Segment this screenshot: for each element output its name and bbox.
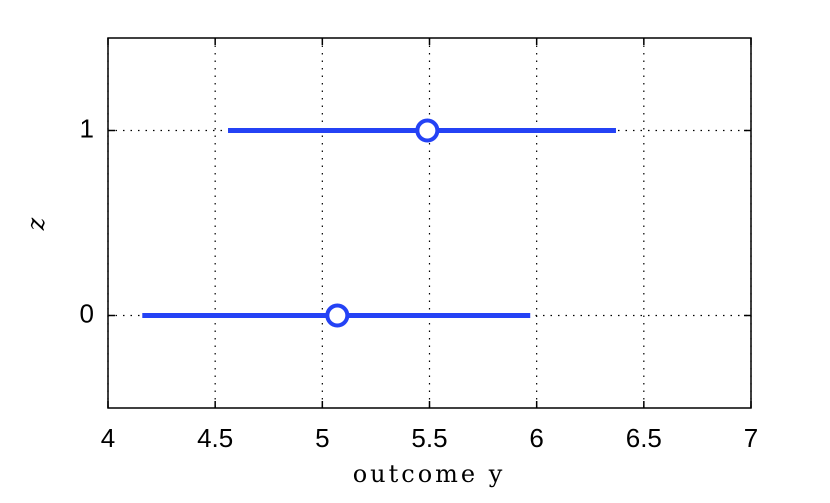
x-tick-label: 5 [315, 423, 329, 453]
x-tick-label: 7 [744, 423, 758, 453]
x-tick-label: 6 [529, 423, 543, 453]
x-tick-label: 5.5 [411, 423, 447, 453]
point-estimate [325, 303, 350, 328]
x-axis-label: outcome y [353, 460, 506, 488]
plot-frame [107, 37, 752, 409]
point-estimate [415, 118, 440, 143]
x-tick-label: 4 [101, 423, 115, 453]
x-tick-label: 6.5 [626, 423, 662, 453]
y-tick-label: 1 [80, 113, 94, 143]
y-tick-label: 0 [80, 298, 94, 328]
y-axis-label: z [22, 217, 50, 231]
x-tick-label: 4.5 [197, 423, 233, 453]
